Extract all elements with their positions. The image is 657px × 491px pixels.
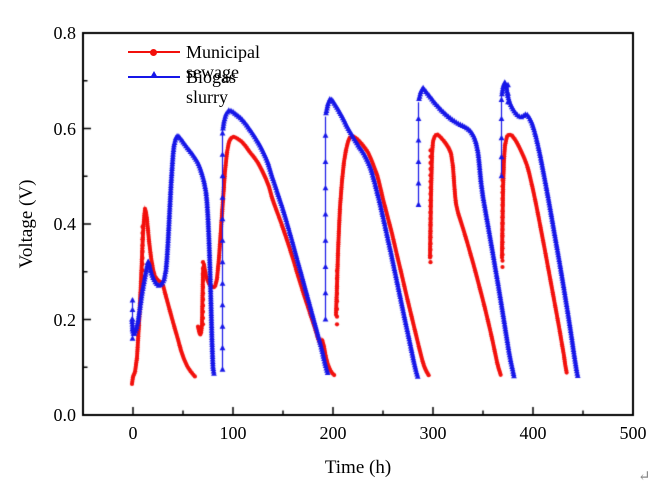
y-tick-label-0.0: 0.0	[53, 405, 77, 425]
y-tick-label-0.8: 0.8	[53, 23, 77, 43]
x-tick-label-0: 0	[128, 423, 138, 443]
legend-triangle-marker-icon	[150, 71, 158, 78]
return-mark: ↵	[638, 469, 651, 485]
x-tick-label-300: 300	[419, 423, 447, 443]
y-tick-label-0.2: 0.2	[53, 309, 77, 330]
y-axis-label: Voltage (V)	[16, 179, 37, 269]
x-tick-label-100: 100	[219, 423, 247, 443]
y-tick-label-0.6: 0.6	[53, 118, 77, 139]
legend-label-biogas-slurry: Biogas slurry	[186, 67, 237, 107]
legend-label-municipal-sewage: Municipal sewage	[186, 42, 260, 82]
legend-circle-marker-icon	[150, 49, 157, 56]
x-tick-label-200: 200	[319, 423, 347, 443]
x-tick-label-500: 500	[619, 423, 647, 443]
x-tick-label-400: 400	[519, 423, 547, 443]
y-tick-label-0.4: 0.4	[53, 214, 77, 234]
x-axis-label: Time (h)	[324, 457, 392, 478]
